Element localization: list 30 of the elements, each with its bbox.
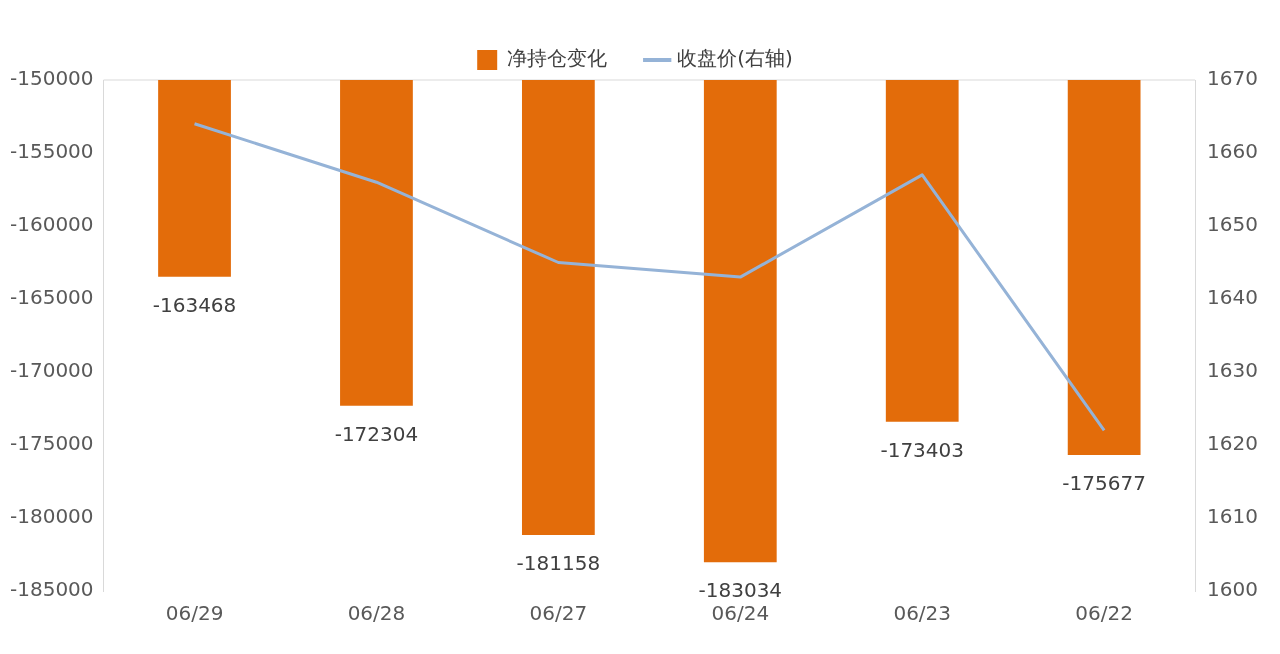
x-tick-label: 06/24 (711, 601, 770, 626)
y2-tick-label: 1600 (1207, 577, 1259, 602)
y-tick-label: -170000 (9, 358, 94, 383)
y-tick-label: -180000 (9, 504, 94, 529)
y-tick-label: -165000 (9, 285, 94, 310)
x-tick-label: 06/23 (893, 601, 952, 626)
data-label: -163468 (152, 292, 237, 317)
y2-tick-label: 1660 (1207, 139, 1259, 164)
y2-tick-label: 1610 (1207, 504, 1259, 529)
y2-tick-label: 1620 (1207, 431, 1259, 456)
data-label: -183034 (698, 578, 783, 603)
data-label: -175677 (1062, 471, 1146, 496)
data-label: -181158 (516, 551, 601, 576)
y-tick-label: -185000 (9, 577, 94, 602)
y-tick-label: -160000 (9, 212, 94, 237)
x-tick-label: 06/27 (529, 601, 588, 626)
legend-label: 净持仓变化 (507, 46, 608, 71)
y2-tick-label: 1640 (1207, 285, 1259, 310)
x-tick-label: 06/29 (165, 601, 224, 626)
x-tick-label: 06/28 (347, 601, 406, 626)
y-tick-label: -150000 (9, 66, 94, 91)
y-tick-label: -155000 (9, 139, 94, 164)
legend-label: 收盘价(右轴) (677, 46, 793, 71)
data-label: -173403 (880, 437, 965, 462)
y2-tick-label: 1630 (1207, 358, 1259, 383)
x-tick-label: 06/22 (1075, 601, 1133, 626)
y2-tick-label: 1650 (1207, 212, 1259, 237)
y-tick-label: -175000 (9, 431, 94, 456)
data-label: -172304 (334, 421, 419, 446)
y2-tick-label: 1670 (1207, 66, 1259, 91)
